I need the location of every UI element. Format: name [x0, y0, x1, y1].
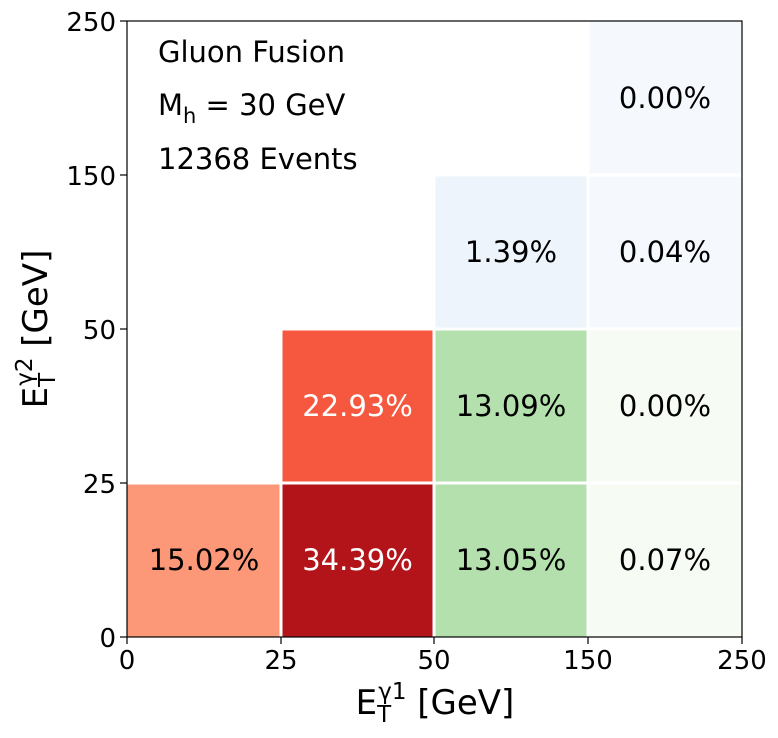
x-tick-label: 250 [717, 646, 767, 676]
heatmap-cell [127, 484, 280, 637]
cell-value-label: 13.05% [456, 543, 567, 577]
cell-value-label: 22.93% [302, 389, 413, 423]
y-tick-label: 150 [66, 162, 116, 192]
x-tick-label: 0 [119, 646, 136, 676]
cell-value-label: 1.39% [465, 235, 557, 269]
heatmap-cell [589, 330, 742, 482]
cell-value-label: 0.00% [619, 81, 711, 115]
cell-value-label: 0.07% [619, 543, 711, 577]
y-tick-label: 250 [66, 8, 116, 38]
events-annotation: 12368 Events [158, 142, 358, 176]
axis-ticks: 0 25 50 150 250 0 25 50 150 250 [66, 8, 766, 676]
x-tick-label: 50 [417, 646, 450, 676]
y-tick-label: 25 [83, 470, 116, 500]
x-axis-title: ETγ1 [GeV] [356, 679, 515, 728]
cell-value-label: 0.00% [619, 389, 711, 423]
heatmap-cell [282, 330, 433, 482]
heatmap-cell [435, 176, 587, 328]
heatmap-cell [435, 484, 587, 637]
y-tick-label: 50 [83, 316, 116, 346]
cell-value-label: 15.02% [149, 543, 260, 577]
y-axis-title: ETγ2 [GeV] [12, 250, 61, 409]
x-tick-label: 150 [563, 646, 613, 676]
mass-annotation: Mh = 30 GeV [158, 88, 346, 128]
y-tick-label: 0 [99, 624, 116, 654]
heatmap-cells: 15.02% 34.39% 22.93% 13.05% 13.09% 1.39% 0.07%… [127, 21, 742, 637]
heatmap-cell [589, 176, 742, 328]
heatmap-cell [589, 484, 742, 637]
process-annotation: Gluon Fusion [158, 35, 345, 69]
x-tick-label: 25 [264, 646, 297, 676]
heatmap-cell [435, 330, 587, 482]
cell-value-label: 13.09% [456, 389, 567, 423]
heatmap-cell [282, 484, 433, 637]
heatmap-cell [589, 21, 742, 174]
cell-value-label: 34.39% [302, 543, 413, 577]
cell-value-label: 0.04% [619, 235, 711, 269]
